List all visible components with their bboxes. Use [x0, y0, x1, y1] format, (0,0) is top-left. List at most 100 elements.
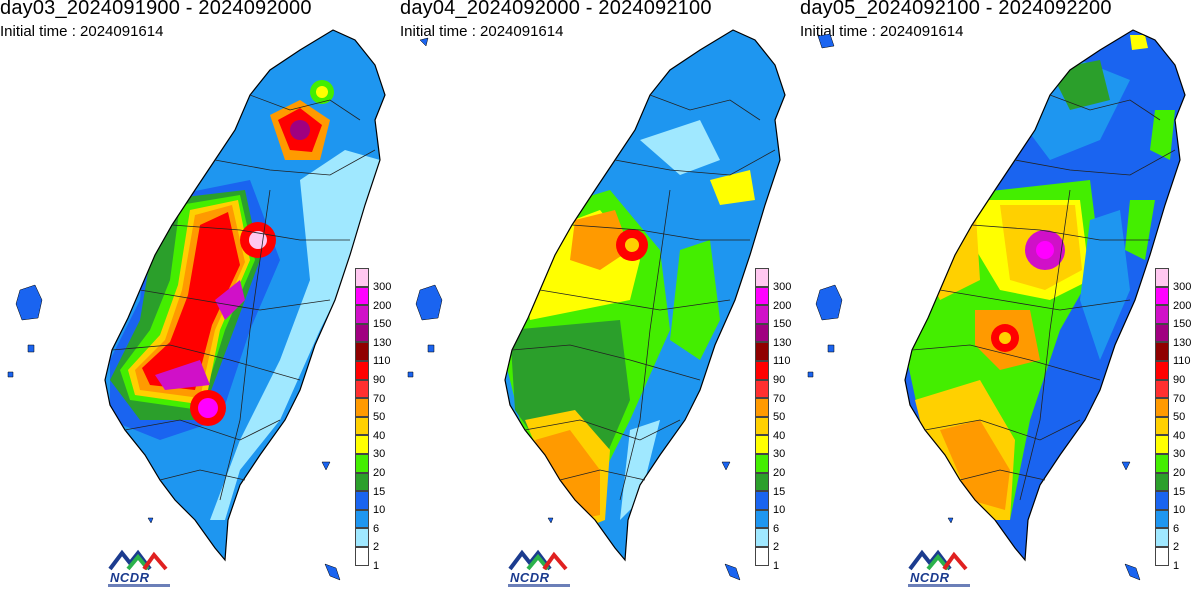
legend-label: 1	[1173, 560, 1180, 572]
legend-swatch	[755, 454, 769, 473]
legend-swatch	[355, 547, 369, 566]
legend-swatch	[755, 323, 769, 343]
legend-swatch	[355, 361, 369, 380]
legend-label: 200	[773, 299, 792, 312]
legend-label: 50	[773, 411, 786, 424]
legend-swatch	[1155, 398, 1169, 417]
legend-swatch	[1155, 416, 1169, 436]
legend-label: 90	[773, 374, 786, 386]
legend-label: 50	[373, 411, 386, 424]
legend-label: 40	[373, 429, 386, 442]
legend-label: 40	[1173, 429, 1186, 442]
legend-label: 1	[773, 560, 780, 572]
legend-swatch	[755, 398, 769, 417]
panel-subtitle: Initial time : 2024091614	[0, 23, 164, 40]
panel-day04: day04_2024092000 - 2024092100 Initial ti…	[400, 0, 800, 593]
legend-swatch	[1155, 472, 1169, 492]
legend-swatch	[355, 472, 369, 492]
legend-label: 50	[1173, 411, 1186, 424]
legend-swatch	[355, 528, 369, 547]
legend-swatch	[355, 323, 369, 343]
panel-title: day04_2024092000 - 2024092100	[400, 0, 712, 19]
legend-label: 10	[373, 504, 386, 517]
legend-label: 10	[773, 504, 786, 517]
legend-swatch	[1155, 379, 1169, 399]
legend-swatch	[1155, 547, 1169, 566]
legend-label: 150	[773, 318, 792, 331]
legend-label: 130	[373, 336, 392, 349]
legend-swatch	[1155, 435, 1169, 454]
legend-label: 2	[1173, 541, 1180, 554]
legend-label: 30	[373, 448, 386, 461]
legend-swatch	[355, 509, 369, 529]
panel-title: day03_2024091900 - 2024092000	[0, 0, 312, 19]
legend-swatch	[1155, 268, 1169, 287]
legend-label: 6	[373, 522, 380, 535]
panel-title: day05_2024092100 - 2024092200	[800, 0, 1112, 19]
legend-swatch	[355, 398, 369, 417]
legend-swatch	[1155, 305, 1169, 324]
ncdr-logo-underline	[108, 584, 170, 587]
legend-swatch	[755, 491, 769, 510]
legend-label: 6	[773, 522, 780, 535]
legend-label: 150	[1173, 318, 1192, 331]
ncdr-logo-underline	[908, 584, 970, 587]
legend-label: 20	[373, 467, 386, 479]
legend-swatch	[755, 416, 769, 436]
legend-label: 20	[1173, 467, 1186, 479]
ncdr-logo: NCDR	[908, 549, 978, 589]
legend-label: 200	[1173, 299, 1192, 312]
ncdr-logo-underline	[508, 584, 570, 587]
legend-label: 130	[773, 336, 792, 349]
legend-label: 110	[1173, 355, 1191, 368]
legend-swatch	[755, 435, 769, 454]
rainfall-map	[807, 29, 1186, 581]
legend-label: 30	[1173, 448, 1186, 461]
legend-swatch	[355, 435, 369, 454]
legend-swatch	[355, 342, 369, 361]
panel-subtitle: Initial time : 2024091614	[400, 23, 564, 40]
legend-swatch	[755, 379, 769, 399]
legend-swatch	[355, 305, 369, 324]
ncdr-logo-icon	[108, 549, 168, 571]
legend-label: 300	[373, 281, 392, 293]
legend-label: 40	[773, 429, 786, 442]
legend-swatch	[1155, 454, 1169, 473]
legend-label: 15	[773, 485, 786, 498]
legend-label: 1	[373, 560, 380, 572]
legend-swatch	[1155, 361, 1169, 380]
legend-label: 30	[773, 448, 786, 461]
legend-swatch	[355, 286, 369, 306]
legend-swatch	[1155, 286, 1169, 306]
ncdr-logo: NCDR	[508, 549, 578, 589]
panel-day05: day05_2024092100 - 2024092200 Initial ti…	[800, 0, 1200, 593]
legend-swatch	[755, 361, 769, 380]
legend-label: 150	[373, 318, 392, 331]
ncdr-logo-text: NCDR	[910, 570, 950, 585]
legend-swatch	[755, 342, 769, 361]
legend-label: 70	[773, 392, 786, 405]
legend-swatch	[1155, 323, 1169, 343]
panel-day03: day03_2024091900 - 2024092000 Initial ti…	[0, 0, 400, 593]
legend-label: 70	[1173, 392, 1186, 405]
legend-swatch	[355, 379, 369, 399]
legend-swatch	[1155, 342, 1169, 361]
legend-label: 200	[373, 299, 392, 312]
legend-swatch	[1155, 491, 1169, 510]
legend-label: 90	[373, 374, 386, 386]
legend-swatch	[755, 472, 769, 492]
legend-swatch	[355, 416, 369, 436]
legend-swatch	[755, 547, 769, 566]
legend-label: 300	[1173, 281, 1192, 293]
legend-swatch	[755, 268, 769, 287]
legend-label: 10	[1173, 504, 1186, 517]
panel-subtitle: Initial time : 2024091614	[800, 23, 964, 40]
legend-swatch	[355, 268, 369, 287]
legend-label: 110	[773, 355, 791, 368]
rainfall-map	[407, 29, 786, 581]
legend-label: 90	[1173, 374, 1186, 386]
ncdr-logo-text: NCDR	[110, 570, 150, 585]
ncdr-logo-icon	[908, 549, 968, 571]
legend-swatch	[355, 491, 369, 510]
ncdr-logo-text: NCDR	[510, 570, 550, 585]
